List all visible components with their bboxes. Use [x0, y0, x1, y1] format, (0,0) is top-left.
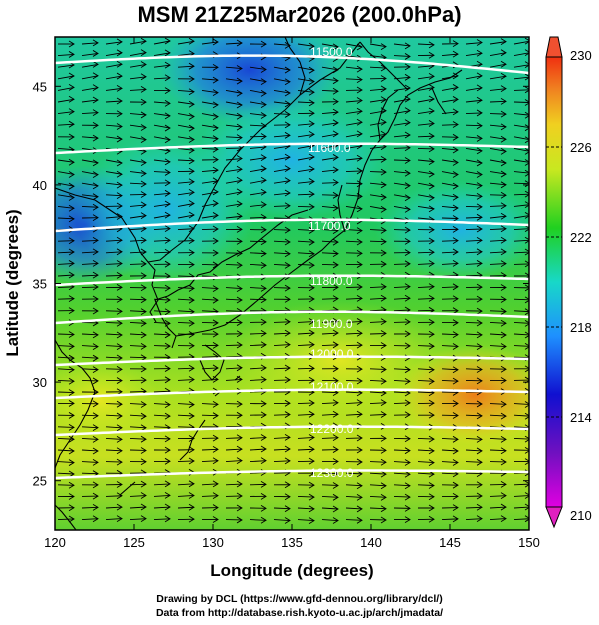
height-contour-line: [55, 54, 529, 75]
y-tick-label: 45: [33, 79, 47, 94]
height-contour-line: [55, 469, 529, 480]
colorbar-min-triangle: [545, 506, 563, 529]
colorbar-tick-label: 226: [570, 140, 592, 155]
y-tick-label: 35: [33, 277, 47, 292]
height-contour-line: [55, 388, 529, 400]
contour-label: 11800.0: [310, 274, 353, 288]
height-contours: 11500.0 11600.0 11700.0 11800.0 11900.0 12000…: [55, 45, 529, 480]
contour-label: 11600.0: [308, 141, 351, 155]
credit-data-source: Data from http://database.rish.kyoto-u.a…: [155, 607, 444, 619]
y-axis-ticks: 25 30 35 40 45: [33, 79, 529, 489]
x-axis-ticks: 120 125 130 135 140 145 150: [44, 37, 540, 550]
x-tick-label: 140: [360, 535, 382, 550]
colorbar-tick-label: 230: [570, 48, 592, 63]
contour-label: 12000.0: [310, 347, 354, 361]
x-axis-label: Longitude (degrees): [210, 561, 373, 580]
contour-label: 11500.0: [310, 45, 353, 59]
contour-label: 11900.0: [310, 317, 353, 331]
contour-label: 12100.0: [310, 380, 354, 394]
colorbar-ticks: 230 226 222 218 214 210: [546, 48, 592, 523]
x-tick-label: 130: [202, 535, 224, 550]
colorbar-tick-label: 222: [570, 230, 592, 245]
credit-drawing: Drawing by DCL (https://www.gfd-dennou.o…: [156, 593, 443, 605]
chart-title: MSM 21Z25Mar2026 (200.0hPa): [137, 2, 462, 27]
x-tick-label: 150: [518, 535, 540, 550]
contour-label: 11700.0: [308, 219, 351, 233]
y-axis-label: Latitude (degrees): [3, 209, 22, 356]
y-tick-label: 30: [33, 375, 47, 390]
x-tick-label: 145: [439, 535, 461, 550]
coastline: [55, 37, 463, 530]
height-contour-line: [55, 274, 529, 287]
x-tick-label: 135: [281, 535, 303, 550]
height-contour-line: [55, 142, 529, 155]
colorbar-tick-label: 214: [570, 410, 592, 425]
colorbar-tick-label: 210: [570, 508, 592, 523]
height-contour-line: [55, 218, 529, 233]
temperature-anomalies: [55, 37, 529, 445]
x-tick-label: 120: [44, 535, 66, 550]
contour-label: 12300.0: [310, 466, 354, 480]
colorbar-scale: [545, 56, 563, 508]
colorbar: 230 226 222 218 214 210: [545, 36, 592, 529]
height-contour-line: [55, 425, 529, 437]
y-tick-label: 25: [33, 474, 47, 489]
colorbar-tick-label: 218: [570, 320, 592, 335]
height-contour-line: [55, 310, 529, 325]
y-tick-label: 40: [33, 178, 47, 193]
map-plot-area: 11500.0 11600.0 11700.0 11800.0 11900.0 12000…: [55, 37, 529, 530]
contour-label: 12200.0: [310, 422, 354, 436]
x-tick-label: 125: [123, 535, 145, 550]
colorbar-max-triangle: [545, 36, 563, 58]
height-contour-line: [55, 355, 529, 367]
